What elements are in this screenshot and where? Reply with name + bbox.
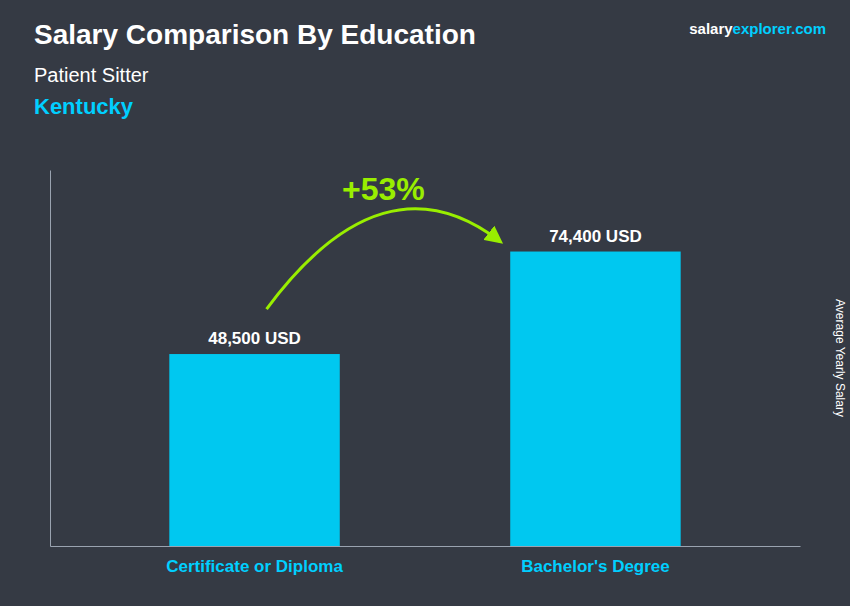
subtitle: Patient Sitter	[34, 64, 149, 86]
x-tick: Bachelor's Degree	[521, 557, 670, 576]
change-arrow	[267, 209, 501, 309]
background	[0, 0, 850, 606]
change-label: +53%	[342, 171, 425, 207]
chart: Salary Comparison By Education Patient Si…	[0, 0, 850, 606]
data-label: 48,500 USD	[208, 329, 301, 348]
x-tick: Certificate or Diploma	[166, 557, 343, 576]
x-axis-line	[51, 546, 801, 547]
title: Salary Comparison By Education	[34, 19, 476, 50]
x-axis: Certificate or Diploma Bachelor's Degree	[51, 547, 801, 577]
bar	[169, 354, 339, 546]
y-axis-title: Average Yearly Salary	[833, 299, 847, 417]
location: Kentucky	[34, 94, 134, 119]
data-label: 74,400 USD	[549, 227, 642, 246]
bar	[510, 252, 680, 546]
y-axis-line	[50, 171, 51, 547]
y-axis	[50, 171, 51, 547]
plot: Certificate or Diploma Bachelor's Degree 4…	[51, 171, 801, 577]
watermark: salaryexplorer.com	[689, 20, 826, 37]
category-label: Certificate or Diploma	[166, 557, 343, 576]
category-label: Bachelor's Degree	[521, 557, 670, 576]
bars	[169, 252, 680, 546]
data-labels: 48,500 USD 74,400 USD	[208, 227, 642, 349]
watermark-part: explorer.com	[733, 20, 826, 37]
watermark-part: salary	[689, 20, 733, 37]
